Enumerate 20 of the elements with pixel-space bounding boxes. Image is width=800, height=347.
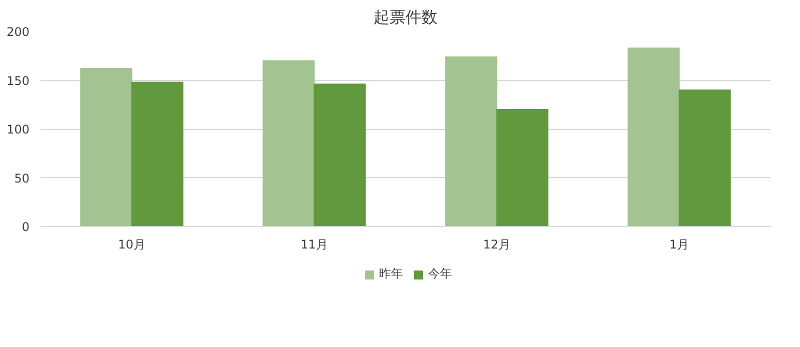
chart-title: 起票件数 — [374, 8, 438, 26]
y-tick-label: 0 — [22, 220, 30, 234]
bar — [445, 56, 498, 226]
y-tick-label: 150 — [6, 74, 30, 88]
bar — [628, 48, 680, 226]
y-tick-label: 50 — [14, 171, 30, 186]
y-tick-label: 200 — [6, 25, 30, 39]
bar — [131, 82, 184, 226]
bar — [262, 60, 315, 226]
legend-label: 今年 — [428, 266, 452, 282]
bar — [314, 84, 366, 226]
x-tick-label: 12月 — [483, 238, 510, 252]
x-tick-label: 11月 — [300, 238, 328, 252]
legend-label: 昨年 — [379, 266, 403, 282]
bar — [678, 90, 731, 226]
x-tick-label: 10月 — [118, 238, 146, 252]
x-tick-label: 1月 — [669, 238, 690, 252]
bar — [496, 109, 548, 226]
bar — [80, 68, 132, 226]
y-tick-label: 100 — [6, 122, 30, 136]
